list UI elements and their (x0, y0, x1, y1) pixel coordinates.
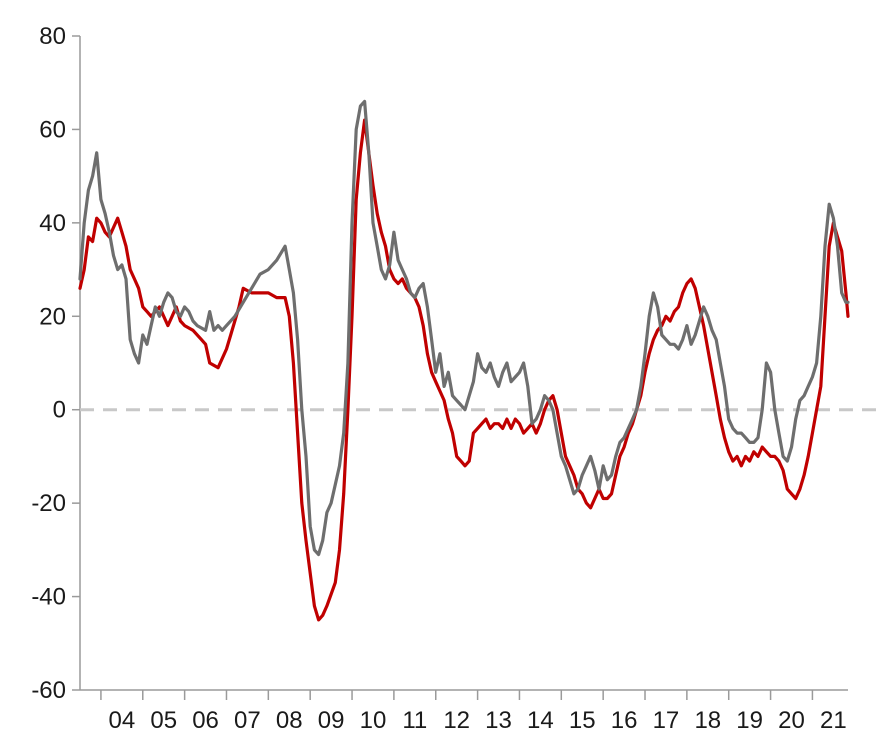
y-tick-label: -60 (31, 677, 66, 704)
y-tick-label: -20 (31, 490, 66, 517)
series-line-2 (78, 99, 850, 557)
x-tick-label: 10 (360, 707, 387, 734)
x-tick-label: 07 (234, 707, 261, 734)
x-tick-label: 04 (109, 707, 136, 734)
x-tick-label: 15 (569, 707, 596, 734)
y-tick-label: 60 (39, 116, 66, 143)
x-tick-label: 12 (443, 707, 470, 734)
x-tick-label: 13 (485, 707, 512, 734)
y-tick-label: 80 (39, 23, 66, 50)
x-tick-label: 20 (778, 707, 805, 734)
x-tick-label: 09 (318, 707, 345, 734)
series-group (78, 99, 850, 622)
y-tick-label: 20 (39, 303, 66, 330)
x-tick-label: 16 (611, 707, 638, 734)
series-line-1 (78, 118, 850, 622)
y-tick-label: 0 (53, 397, 66, 424)
x-tick-label: 06 (192, 707, 219, 734)
x-tick-label: 05 (150, 707, 177, 734)
y-tick-label: 40 (39, 210, 66, 237)
x-tick-label: 19 (736, 707, 763, 734)
y-axis: -60 -40 -20 0 20 40 60 80 (31, 23, 81, 704)
x-tick-label: 08 (276, 707, 303, 734)
x-tick-label: 14 (527, 707, 554, 734)
x-tick-label: 17 (653, 707, 680, 734)
x-tick-label: 11 (402, 707, 427, 734)
y-tick-label: -40 (31, 584, 66, 611)
x-tick-label: 21 (820, 707, 847, 734)
x-tick-label: 18 (694, 707, 721, 734)
x-axis: 04 05 06 07 08 09 10 11 12 13 14 15 16 17 18 19 20 21 (80, 689, 848, 734)
